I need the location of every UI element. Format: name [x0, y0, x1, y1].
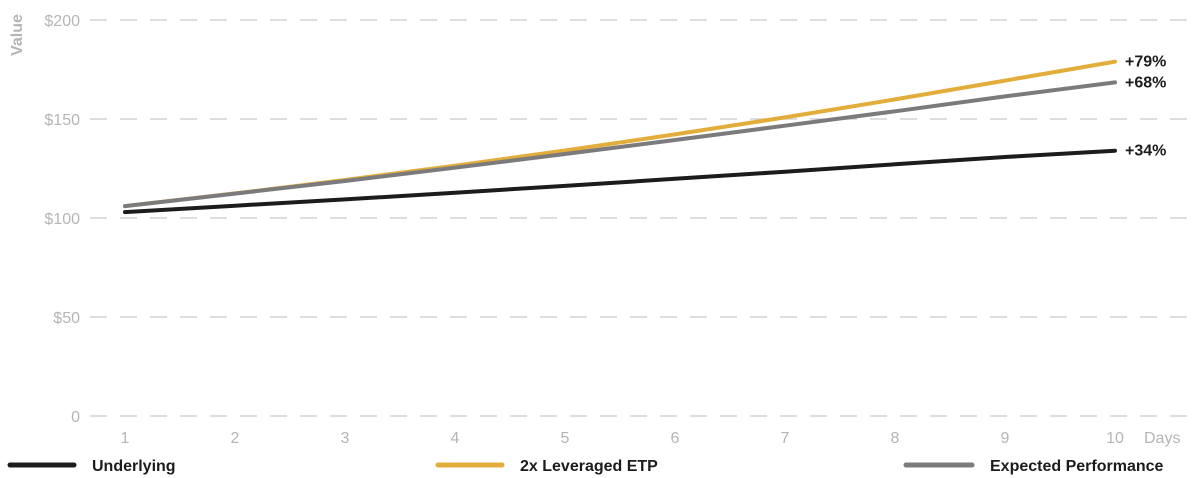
- x-tick-label: 8: [891, 430, 900, 447]
- x-tick-label: 6: [671, 430, 680, 447]
- x-tick-label: 9: [1001, 430, 1010, 447]
- legend-item: 2x Leveraged ETP: [435, 458, 658, 475]
- grid-lines: [90, 19, 1197, 417]
- x-tick-label: 2: [231, 430, 240, 447]
- x-tick-label: 3: [341, 430, 350, 447]
- series-lines: [123, 59, 1117, 215]
- legend-label: 2x Leveraged ETP: [520, 458, 658, 475]
- legend-label: Expected Performance: [990, 458, 1164, 475]
- legend-item: Expected Performance: [903, 458, 1164, 475]
- y-axis-title: Value: [9, 14, 26, 56]
- series-line-2x-leveraged-etp: [123, 59, 1117, 209]
- y-tick-label: $100: [44, 211, 80, 228]
- series-line-underlying: [123, 148, 1117, 215]
- x-axis-title: Days: [1144, 430, 1180, 447]
- x-tick-label: 1: [121, 430, 130, 447]
- end-label: +68%: [1125, 74, 1166, 91]
- x-tick-label: 10: [1106, 430, 1124, 447]
- legend: Underlying 2x Leveraged ETP Expected Perfo…: [7, 458, 1164, 475]
- x-tick-label: 4: [451, 430, 460, 447]
- x-axis-ticks: 1 2 3 4 5 6 7 8 9 10: [121, 430, 1124, 447]
- y-axis-ticks: 0 $50 $100 $150 $200: [44, 13, 80, 426]
- x-tick-label: 5: [561, 430, 570, 447]
- y-tick-label: 0: [71, 409, 80, 426]
- x-tick-label: 7: [781, 430, 790, 447]
- series-line-expected-performance: [123, 80, 1117, 209]
- y-tick-label: $150: [44, 112, 80, 129]
- legend-label: Underlying: [92, 458, 176, 475]
- y-tick-label: $200: [44, 13, 80, 30]
- end-labels: +34% +79% +68%: [1125, 54, 1166, 160]
- y-tick-label: $50: [53, 310, 80, 327]
- legend-item: Underlying: [7, 458, 176, 475]
- end-label: +34%: [1125, 143, 1166, 160]
- end-label: +79%: [1125, 54, 1166, 71]
